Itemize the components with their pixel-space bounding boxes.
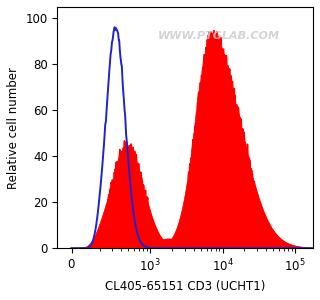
Text: WWW.PTGLAB.COM: WWW.PTGLAB.COM: [157, 31, 280, 41]
X-axis label: CL405-65151 CD3 (UCHT1): CL405-65151 CD3 (UCHT1): [105, 280, 266, 293]
Y-axis label: Relative cell number: Relative cell number: [7, 67, 20, 189]
